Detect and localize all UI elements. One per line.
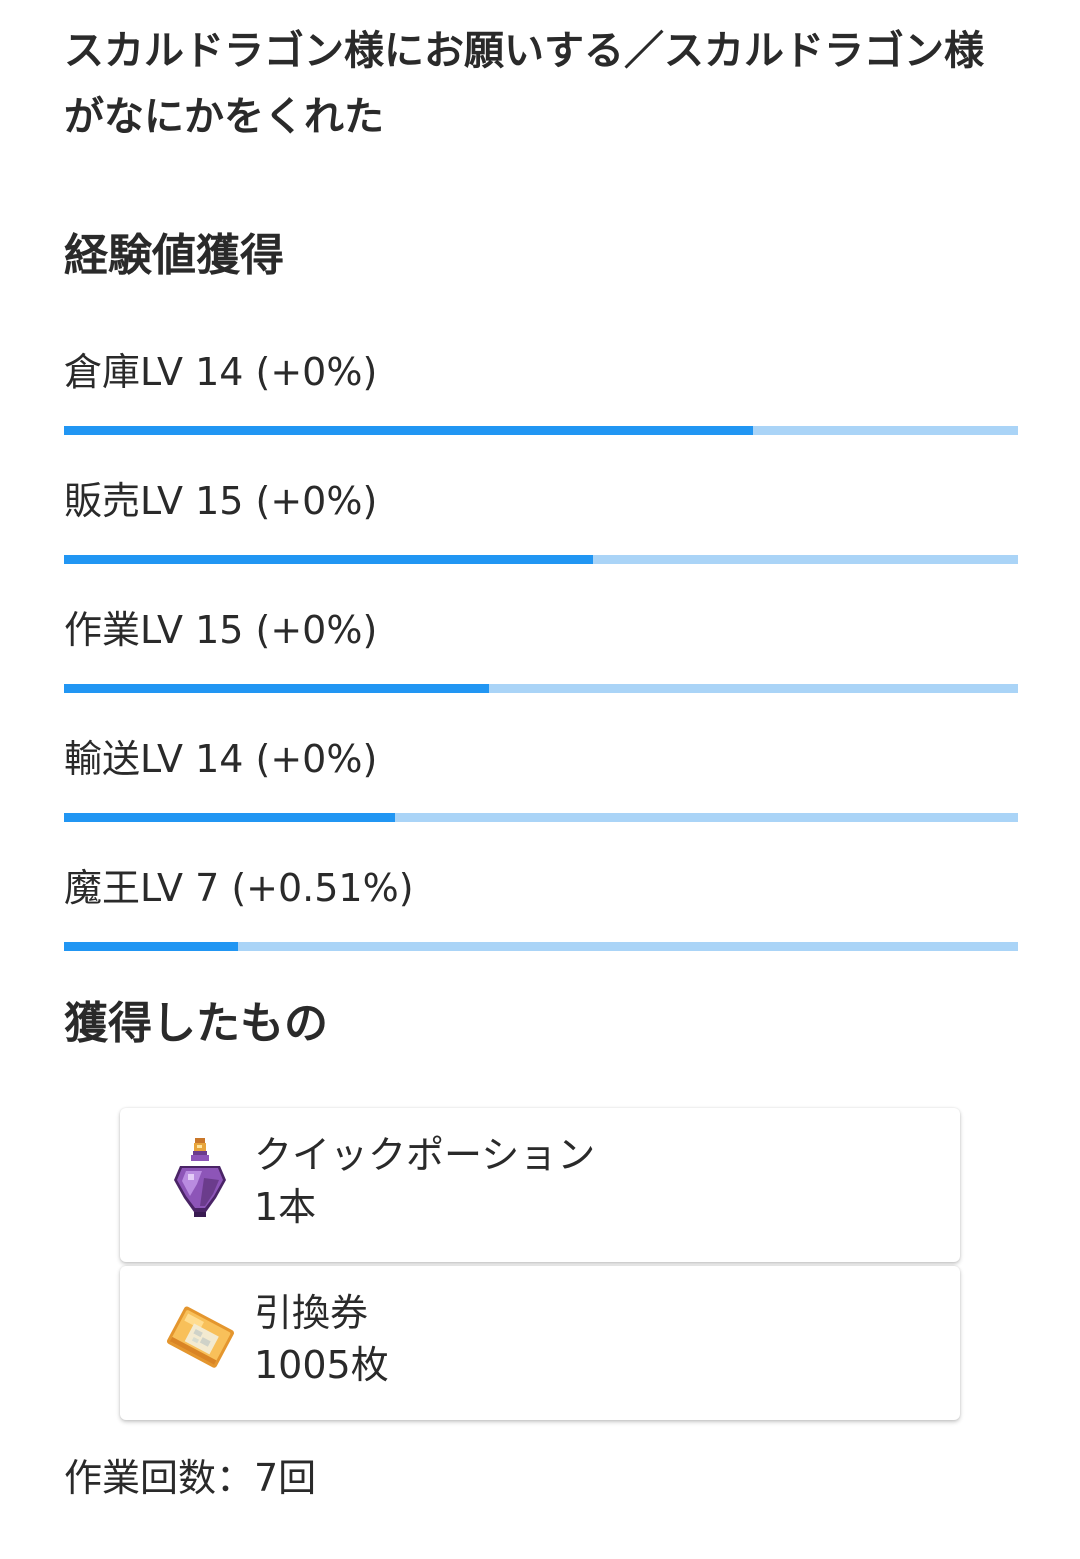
exp-progress-fill [64,555,593,564]
exp-label: 魔王LV 7 (+0.51%) [64,866,414,910]
exp-row-transport: 輸送LV 14 (+0%) [64,729,1018,858]
exp-row-storage: 倉庫LV 14 (+0%) [64,342,1018,471]
exp-row-sales: 販売LV 15 (+0%) [64,471,1018,600]
potion-icon [174,1138,226,1217]
page-title: スカルドラゴン様にお願いする／スカルドラゴン様がなにかをくれた [64,28,984,140]
exp-progress-fill [64,426,753,435]
item-quantity: 1本 [254,1185,317,1229]
exp-progress-fill [64,942,238,951]
work-count: 作業回数：7回 [64,1456,317,1500]
exp-row-work: 作業LV 15 (+0%) [64,600,1018,729]
items-section-heading: 獲得したもの [64,998,328,1049]
exp-label: 倉庫LV 14 (+0%) [64,350,378,394]
exp-progress-bar [64,684,1018,693]
exp-progress-bar [64,555,1018,564]
exp-progress-fill [64,684,489,693]
item-quantity: 1005枚 [254,1343,389,1387]
exp-label: 販売LV 15 (+0%) [64,479,378,523]
item-name: 引換券 [254,1291,369,1335]
exp-section-heading: 経験値獲得 [64,230,284,281]
item-card-quick-potion[interactable]: クイックポーション 1本 [120,1108,960,1262]
exp-label: 作業LV 15 (+0%) [64,608,378,652]
exp-label: 輸送LV 14 (+0%) [64,737,378,781]
exp-progress-bar [64,942,1018,951]
item-card-exchange-ticket[interactable]: 引換券 1005枚 [120,1266,960,1420]
item-name: クイックポーション [254,1133,596,1177]
exp-row-demon-king: 魔王LV 7 (+0.51%) [64,858,1018,987]
exp-progress-bar [64,813,1018,822]
exp-progress-bar [64,426,1018,435]
exp-progress-fill [64,813,396,822]
ticket-icon [166,1306,234,1368]
